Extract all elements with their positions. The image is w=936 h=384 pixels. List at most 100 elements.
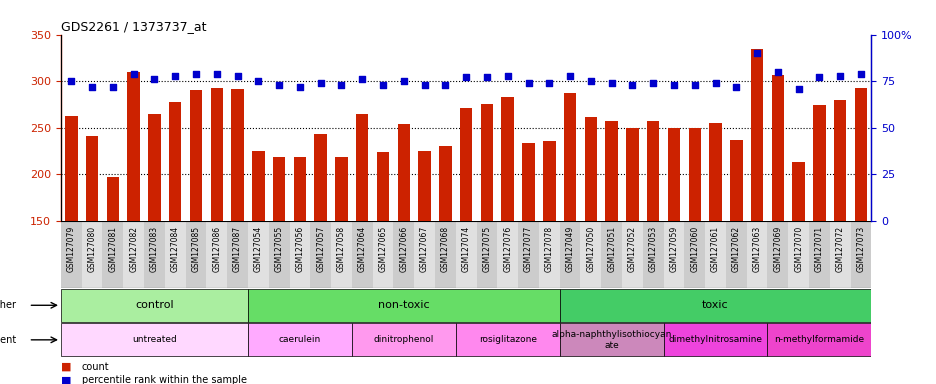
Text: GSM127055: GSM127055 <box>274 226 284 272</box>
Bar <box>124 221 144 288</box>
Point <box>168 73 183 79</box>
Bar <box>231 89 243 221</box>
Point <box>832 73 847 79</box>
Bar <box>688 127 700 221</box>
Bar <box>61 323 248 356</box>
Bar <box>272 157 285 221</box>
Text: GSM127064: GSM127064 <box>358 226 366 272</box>
Text: GSM127053: GSM127053 <box>648 226 657 272</box>
Bar <box>107 177 119 221</box>
Text: GSM127078: GSM127078 <box>544 226 553 272</box>
Point <box>790 86 805 92</box>
Bar <box>705 221 725 288</box>
Text: non-toxic: non-toxic <box>377 300 430 310</box>
Text: GSM127063: GSM127063 <box>752 226 761 272</box>
Bar <box>185 221 206 288</box>
Text: GSM127060: GSM127060 <box>690 226 698 272</box>
Bar <box>417 151 431 221</box>
Bar <box>61 221 81 288</box>
Text: alpha-naphthylisothiocyan
ate: alpha-naphthylisothiocyan ate <box>551 330 671 349</box>
Point <box>84 84 99 90</box>
Bar <box>683 221 705 288</box>
Bar <box>538 221 559 288</box>
Bar <box>850 221 870 288</box>
Point <box>313 80 328 86</box>
Point <box>147 76 162 82</box>
Bar <box>248 289 559 322</box>
Point <box>251 78 266 84</box>
Bar <box>335 157 347 221</box>
Bar <box>787 221 808 288</box>
Bar <box>190 89 202 221</box>
Point <box>126 71 141 77</box>
Point <box>853 71 868 77</box>
Text: GSM127062: GSM127062 <box>731 226 740 272</box>
Bar <box>227 221 248 288</box>
Point <box>645 80 660 86</box>
Bar <box>559 221 579 288</box>
Point <box>479 74 494 81</box>
Text: agent: agent <box>0 335 16 345</box>
Point <box>396 78 411 84</box>
Bar <box>521 142 534 221</box>
Point <box>812 74 826 81</box>
Text: GSM127066: GSM127066 <box>399 226 408 272</box>
Bar <box>455 323 559 356</box>
Text: ■: ■ <box>61 375 71 384</box>
Point <box>188 71 203 77</box>
Bar <box>663 221 683 288</box>
Bar <box>61 289 248 322</box>
Bar <box>854 88 867 221</box>
Text: GSM127077: GSM127077 <box>523 226 533 272</box>
Text: GSM127069: GSM127069 <box>772 226 782 272</box>
Point <box>209 71 224 77</box>
Point <box>105 84 120 90</box>
Bar <box>579 221 601 288</box>
Point <box>728 84 743 90</box>
Point <box>417 82 431 88</box>
Bar <box>206 221 227 288</box>
Bar <box>833 100 845 221</box>
Text: GSM127058: GSM127058 <box>337 226 345 272</box>
Bar <box>729 140 741 221</box>
Text: rosiglitazone: rosiglitazone <box>478 335 536 344</box>
Point <box>500 73 515 79</box>
Point <box>708 80 723 86</box>
Point <box>333 82 348 88</box>
Text: GSM127056: GSM127056 <box>295 226 304 272</box>
Bar <box>605 121 617 221</box>
Bar <box>667 127 680 221</box>
Text: GSM127083: GSM127083 <box>150 226 159 272</box>
Bar <box>767 323 870 356</box>
Text: GSM127059: GSM127059 <box>668 226 678 272</box>
Point <box>562 73 577 79</box>
Bar <box>356 114 368 221</box>
Text: GSM127070: GSM127070 <box>794 226 802 272</box>
Point <box>437 82 452 88</box>
Point <box>749 50 764 56</box>
Bar <box>476 221 497 288</box>
Text: GSM127049: GSM127049 <box>565 226 574 272</box>
Bar <box>330 221 352 288</box>
Bar <box>144 221 165 288</box>
Text: dinitrophenol: dinitrophenol <box>373 335 433 344</box>
Text: GSM127079: GSM127079 <box>66 226 76 272</box>
Bar <box>352 323 455 356</box>
Point <box>665 82 680 88</box>
Bar <box>584 118 596 221</box>
Text: GSM127071: GSM127071 <box>814 226 823 272</box>
Text: GSM127061: GSM127061 <box>710 226 719 272</box>
Bar <box>102 221 124 288</box>
Text: GSM127054: GSM127054 <box>254 226 263 272</box>
Text: GSM127072: GSM127072 <box>835 226 844 272</box>
Bar <box>127 72 139 221</box>
Bar <box>373 221 393 288</box>
Text: GSM127075: GSM127075 <box>482 226 490 272</box>
Bar <box>397 124 410 221</box>
Bar <box>148 114 160 221</box>
Point <box>624 82 639 88</box>
Bar <box>455 221 476 288</box>
Bar <box>601 221 622 288</box>
Bar <box>646 121 659 221</box>
Text: GSM127082: GSM127082 <box>129 226 138 272</box>
